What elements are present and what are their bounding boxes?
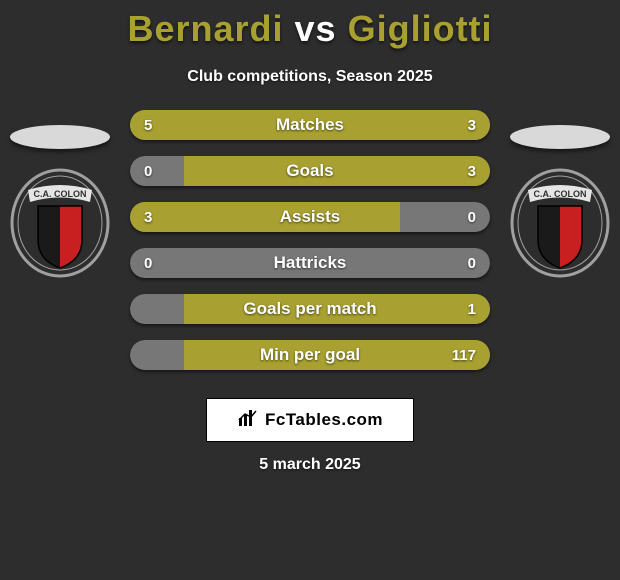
pedestal-left: [10, 125, 110, 149]
brand-logo-icon: [237, 408, 259, 433]
pedestal-right: [510, 125, 610, 149]
comparison-bars: 5Matches3 0Goals3 3Assists0 0Hattricks0 Goal…: [130, 110, 490, 386]
brand-text: FcTables.com: [265, 410, 383, 430]
bar-row: 0Hattricks0: [130, 248, 490, 278]
comparison-stage: C.A. COLON C.A. COLON 5Matches3 0Goals3 3A…: [0, 110, 620, 410]
bar-row: 3Assists0: [130, 202, 490, 232]
title-player-right: Gigliotti: [348, 8, 493, 49]
team-crest-left: C.A. COLON: [10, 168, 110, 278]
svg-text:C.A. COLON: C.A. COLON: [34, 189, 87, 199]
title-vs: vs: [295, 8, 337, 49]
bar-fill-left: [130, 202, 400, 232]
bar-bg: [130, 248, 490, 278]
title-player-left: Bernardi: [127, 8, 283, 49]
brand-box: FcTables.com: [206, 398, 414, 442]
footer-date: 5 march 2025: [0, 456, 620, 474]
bar-fill-right: [184, 156, 490, 186]
team-crest-right: C.A. COLON: [510, 168, 610, 278]
subtitle: Club competitions, Season 2025: [0, 68, 620, 86]
svg-text:C.A. COLON: C.A. COLON: [534, 189, 587, 199]
bar-row: Min per goal117: [130, 340, 490, 370]
bar-fill-right: [184, 340, 490, 370]
bar-fill-right: [184, 294, 490, 324]
bar-row: 0Goals3: [130, 156, 490, 186]
bar-row: 5Matches3: [130, 110, 490, 140]
bar-fill-right: [355, 110, 490, 140]
bar-fill-left: [130, 110, 355, 140]
bar-row: Goals per match1: [130, 294, 490, 324]
page-title: Bernardi vs Gigliotti: [0, 0, 620, 50]
